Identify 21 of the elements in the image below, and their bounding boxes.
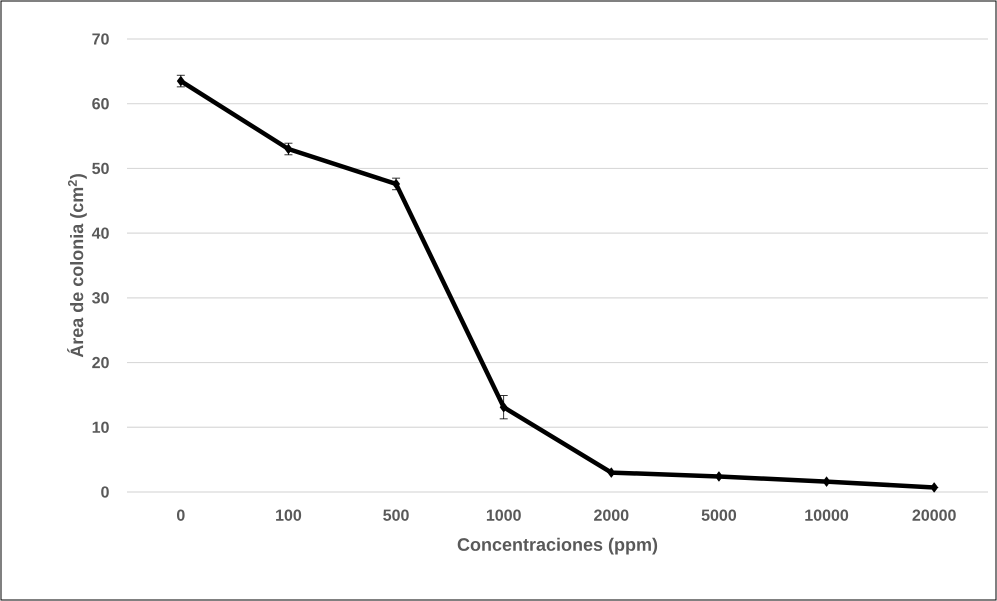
x-tick-label: 2000 [594, 510, 628, 521]
x-tick-label: 100 [276, 510, 302, 521]
y-tick-label: 0 [101, 486, 109, 498]
y-axis-title: Área de colonia (cm$^{2}$) [67, 174, 87, 358]
point [607, 467, 616, 478]
x-tick-label: 10000 [805, 510, 848, 521]
x-tick-label: 500 [383, 510, 409, 521]
y-tick-label: 40 [92, 227, 109, 239]
x-tick-label: 0 [176, 510, 185, 521]
y-tick-label: 10 [92, 422, 109, 433]
point [930, 482, 938, 493]
y-tick-label: 30 [92, 292, 109, 304]
point [500, 402, 508, 412]
x-tick-label: 1000 [486, 510, 521, 521]
y-tick-label: 50 [92, 162, 109, 174]
x-axis-title: Concentraciones (ppm) [458, 538, 658, 554]
x-tick-label: 20000 [912, 510, 956, 521]
x-tick-label: 5000 [702, 510, 736, 521]
y-tick-label: 70 [92, 33, 109, 45]
y-tick-label: 20 [92, 356, 109, 368]
y-tick-label: 60 [92, 98, 109, 110]
